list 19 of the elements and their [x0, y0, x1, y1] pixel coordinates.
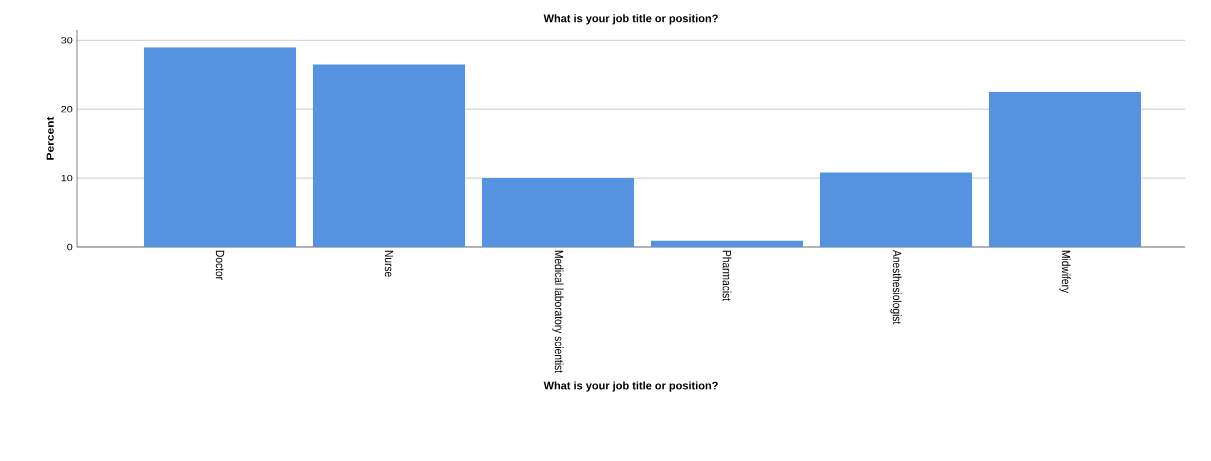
x-tick-label: Medical laboratory scientist	[552, 250, 564, 373]
bar	[819, 172, 973, 247]
x-tick-label: Midwifery	[1059, 250, 1071, 294]
x-tick-label: Doctor	[215, 250, 225, 280]
bar	[650, 240, 804, 247]
bar	[312, 64, 466, 247]
y-tick-label: 30	[61, 37, 73, 44]
x-tick-label: Nurse	[384, 250, 394, 277]
y-tick-label: 0	[67, 243, 73, 251]
y-tick-label: 20	[61, 106, 73, 113]
y-tick-label: 10	[61, 174, 73, 182]
bar	[143, 47, 297, 247]
x-tick-label: Pharmacist	[722, 250, 732, 301]
y-axis-title: Percent	[46, 116, 54, 160]
bar	[988, 92, 1142, 247]
chart-title: What is your job title or position?	[543, 14, 718, 25]
bar	[481, 178, 635, 247]
x-tick-label: Anesthesiologist	[890, 250, 902, 325]
x-axis-title: What is your job title or position?	[543, 381, 718, 392]
